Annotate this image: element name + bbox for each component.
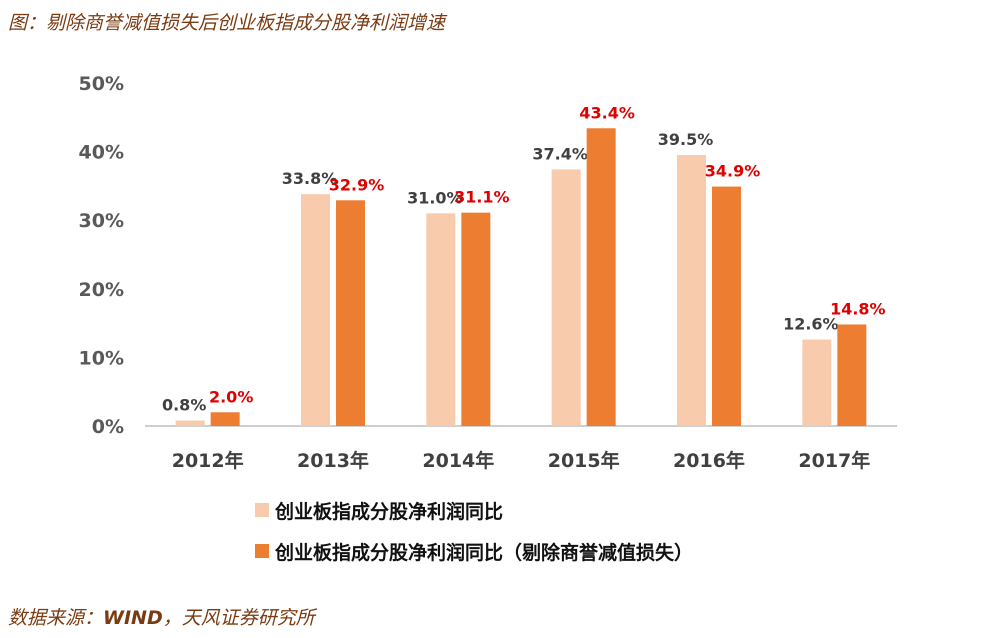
bar-series-1 [175,420,205,426]
bar-series-1 [802,339,832,426]
data-label-series-1: 33.8% [282,169,338,188]
bar-series-2 [210,412,240,426]
bar-series-2 [336,200,365,426]
chart-title: 图：剔除商誉减值损失后创业板指成分股净利润增速 [8,12,446,34]
bar-series-2 [837,324,867,426]
source-note: 数据来源：WIND，天风证券研究所 [8,603,315,630]
data-label-series-1: 37.4% [532,144,588,163]
data-label-series-1: 39.5% [658,130,714,149]
data-label-series-2: 31.1% [454,188,510,207]
x-tick-label: 2013年 [297,449,369,472]
bar-series-2 [586,128,616,426]
data-label-series-1: 12.6% [783,315,839,334]
data-label-series-2: 32.9% [329,175,385,194]
y-tick-label: 10% [79,347,124,369]
y-tick-label: 40% [79,142,124,164]
source-wind: WIND [103,607,163,629]
bar-chart: 0% 10% 20% 30% 40% 50% 2012年 0.8% 2.0% 2013年 33.8%… [79,73,897,472]
x-tick-label: 2016年 [673,449,745,472]
legend-item-series-2: 创业板指成分股净利润同比（剔除商誉减值损失） [255,538,693,564]
legend-label-series-2: 创业板指成分股净利润同比（剔除商誉减值损失） [275,541,694,564]
data-label-series-1: 0.8% [162,396,206,415]
bar-series-1 [426,213,456,426]
source-prefix: 数据来源： [8,607,104,629]
legend-swatch-series-1 [255,503,269,517]
y-tick-label: 20% [79,279,124,301]
bar-series-1 [301,194,330,426]
legend-swatch-series-2 [255,544,269,558]
data-label-series-1: 31.0% [407,188,463,207]
data-label-series-2: 2.0% [209,387,253,406]
bar-series-2 [712,186,741,426]
y-tick-label: 0% [92,416,124,438]
source-rest: ，天风证券研究所 [162,607,315,629]
bar-series-1 [677,155,706,426]
x-tick-label: 2015年 [548,449,620,472]
x-tick-label: 2012年 [172,449,244,472]
bar-series-1 [551,169,581,426]
bar-series-2 [461,212,491,426]
data-label-series-2: 43.4% [579,103,635,122]
legend-label-series-1: 创业板指成分股净利润同比 [275,500,504,523]
x-tick-label: 2014年 [422,449,494,472]
y-tick-label: 30% [79,210,124,232]
y-tick-label: 50% [79,73,124,95]
x-tick-label: 2017年 [798,449,870,472]
legend-item-series-1: 创业板指成分股净利润同比 [255,497,693,523]
data-label-series-2: 34.9% [705,162,761,181]
data-label-series-2: 14.8% [830,299,886,318]
legend: 创业板指成分股净利润同比 创业板指成分股净利润同比（剔除商誉减值损失） [255,497,693,579]
